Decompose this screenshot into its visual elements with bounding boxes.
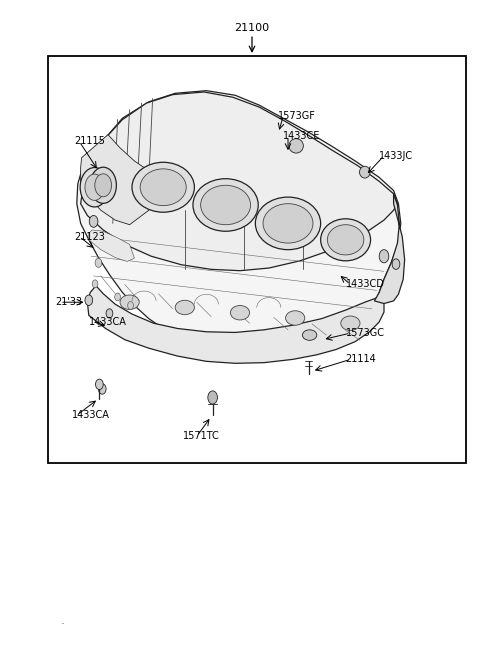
Ellipse shape (360, 166, 370, 178)
Ellipse shape (341, 316, 360, 330)
Circle shape (95, 258, 102, 267)
Polygon shape (87, 286, 384, 363)
Text: 1433CE: 1433CE (283, 131, 321, 141)
Ellipse shape (193, 179, 258, 231)
Circle shape (98, 384, 106, 394)
Ellipse shape (201, 185, 251, 225)
Circle shape (208, 391, 217, 404)
Circle shape (128, 302, 133, 309)
Ellipse shape (132, 162, 194, 212)
Ellipse shape (95, 173, 111, 197)
Text: 1433CD: 1433CD (346, 279, 384, 290)
Text: 21115: 21115 (74, 136, 105, 147)
Text: 21123: 21123 (74, 231, 105, 242)
Circle shape (92, 280, 98, 288)
Ellipse shape (263, 204, 313, 243)
Text: .: . (60, 614, 64, 627)
Circle shape (85, 295, 93, 306)
Bar (48, 56, 466, 463)
Ellipse shape (90, 168, 117, 204)
Circle shape (379, 250, 389, 263)
Circle shape (96, 379, 103, 390)
Text: 1573GC: 1573GC (346, 328, 384, 338)
Circle shape (85, 174, 104, 200)
Ellipse shape (175, 300, 194, 315)
Polygon shape (81, 135, 149, 225)
Text: 1573GF: 1573GF (278, 111, 316, 122)
Ellipse shape (120, 295, 139, 309)
Ellipse shape (255, 197, 321, 250)
Text: 21114: 21114 (346, 354, 376, 365)
Ellipse shape (321, 219, 371, 261)
Circle shape (392, 259, 400, 269)
Polygon shape (374, 194, 405, 304)
Text: 1433CA: 1433CA (89, 317, 127, 327)
Text: 1433CA: 1433CA (72, 410, 110, 420)
Ellipse shape (302, 330, 317, 340)
Ellipse shape (327, 225, 364, 255)
Ellipse shape (230, 306, 250, 320)
Circle shape (89, 215, 98, 227)
Ellipse shape (140, 169, 186, 206)
Text: 21100: 21100 (234, 23, 270, 33)
Polygon shape (89, 230, 134, 261)
Polygon shape (81, 92, 397, 271)
Circle shape (115, 293, 120, 301)
Ellipse shape (286, 311, 305, 325)
Text: 21'33: 21'33 (55, 297, 83, 307)
Text: 1571TC: 1571TC (183, 431, 220, 442)
Text: 1433JC: 1433JC (379, 150, 413, 161)
Ellipse shape (289, 139, 303, 153)
Circle shape (106, 309, 113, 318)
Circle shape (80, 168, 109, 207)
Polygon shape (77, 91, 401, 344)
